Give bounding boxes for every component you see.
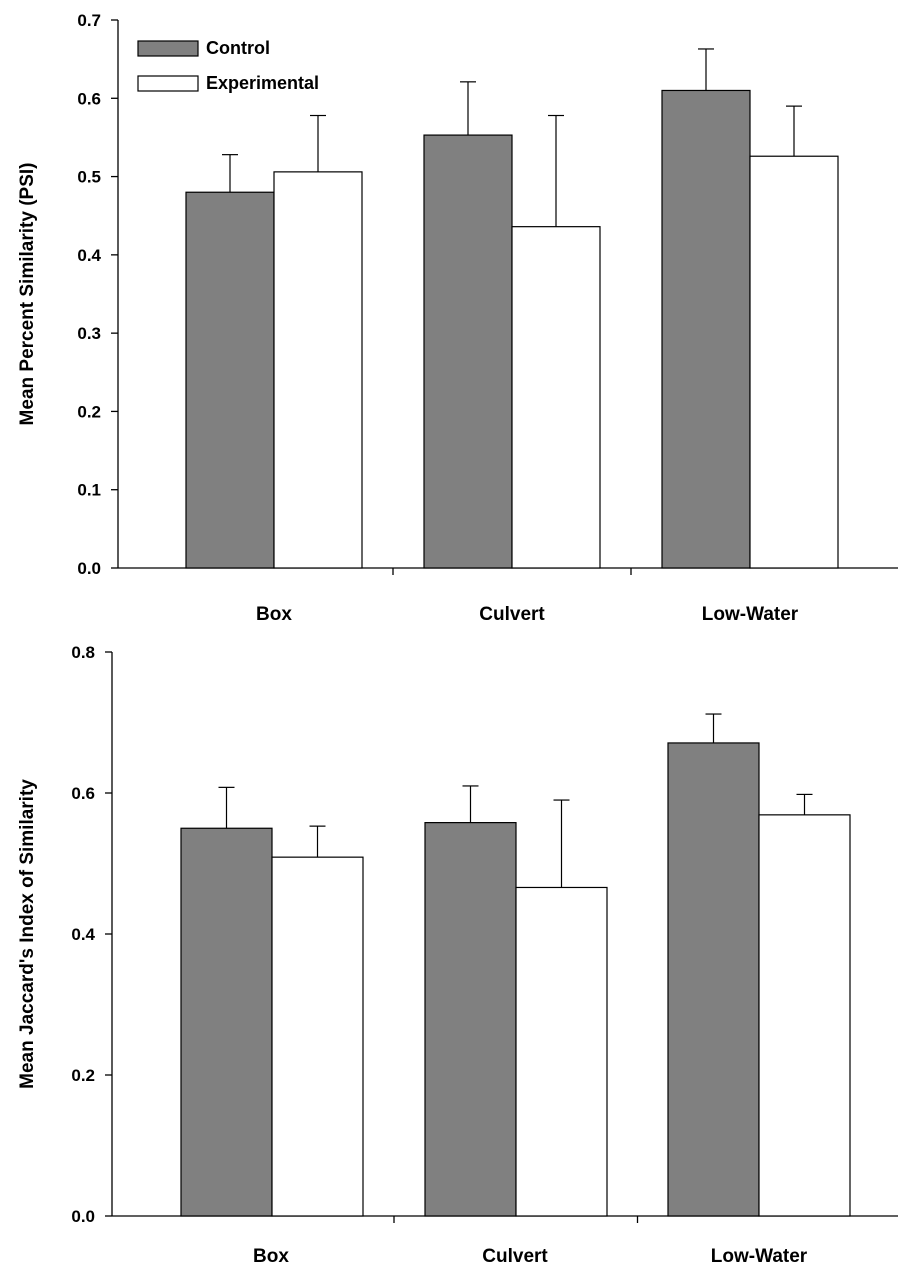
- bar: [749, 155, 839, 569]
- y-tick-label: 0.1: [77, 481, 101, 500]
- bar: [515, 886, 608, 1217]
- bar: [667, 742, 760, 1217]
- bar: [273, 171, 363, 569]
- y-axis-label: Mean Jaccard's Index of Similarity: [17, 779, 38, 1089]
- y-tick-label: 0.2: [71, 1066, 95, 1085]
- y-axis-label: Mean Percent Similarity (PSI): [17, 163, 38, 426]
- legend-swatch: [137, 75, 199, 92]
- y-tick-label: 0.8: [71, 643, 95, 662]
- bar: [511, 226, 601, 569]
- x-category-label: Culvert: [482, 1246, 548, 1267]
- y-tick-label: 0.0: [71, 1207, 95, 1226]
- bar: [180, 827, 273, 1217]
- x-category-label: Low-Water: [711, 1246, 808, 1267]
- x-category-label: Box: [256, 604, 292, 625]
- bar: [271, 856, 364, 1217]
- y-tick-label: 0.2: [77, 402, 101, 421]
- legend-label: Control: [206, 38, 270, 58]
- y-tick-label: 0.4: [77, 246, 101, 265]
- bar: [758, 814, 851, 1217]
- y-tick-label: 0.5: [77, 168, 101, 187]
- y-tick-label: 0.3: [77, 324, 101, 343]
- bar: [661, 89, 751, 569]
- y-tick-label: 0.4: [71, 925, 95, 944]
- y-tick-label: 0.0: [77, 559, 101, 578]
- y-tick-label: 0.6: [77, 89, 101, 108]
- y-tick-label: 0.7: [77, 11, 101, 30]
- y-tick-label: 0.6: [71, 784, 95, 803]
- x-category-label: Culvert: [479, 604, 545, 625]
- x-category-label: Box: [253, 1246, 289, 1267]
- bar: [423, 134, 513, 569]
- legend-swatch: [137, 40, 199, 57]
- bar: [424, 822, 517, 1217]
- bar: [185, 191, 275, 569]
- x-category-label: Low-Water: [702, 604, 799, 625]
- legend-label: Experimental: [206, 73, 319, 93]
